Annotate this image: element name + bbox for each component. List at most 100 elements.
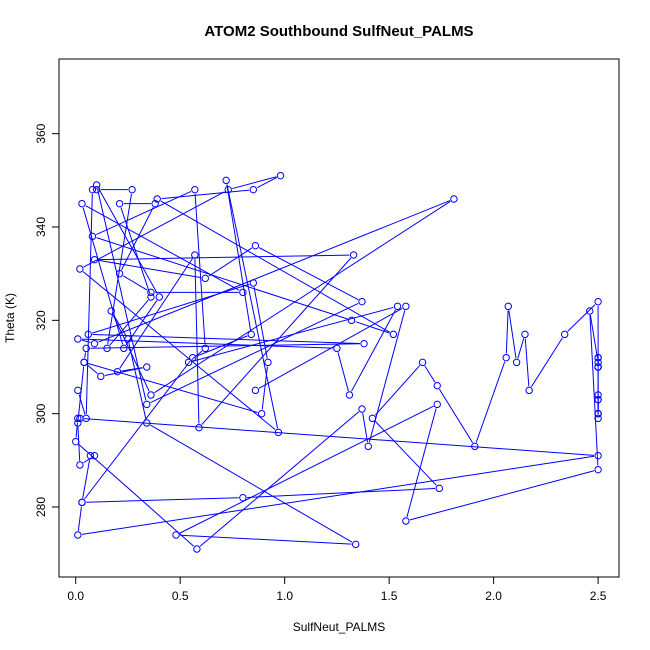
series-segment — [253, 287, 268, 359]
data-point — [147, 288, 155, 297]
series-segment — [97, 188, 147, 401]
series-segment — [81, 339, 91, 344]
data-point — [143, 400, 151, 409]
y-tick-label: 320 — [34, 310, 48, 330]
data-point — [249, 185, 258, 194]
series-segment — [77, 506, 82, 531]
series-segment — [87, 363, 258, 413]
series-segment — [122, 275, 148, 291]
data-point — [433, 381, 441, 390]
data-point — [74, 386, 82, 395]
series-segment — [107, 193, 132, 345]
series-segment — [77, 366, 85, 419]
data-point — [201, 274, 209, 283]
data-point — [195, 423, 203, 432]
x-tick-label: 0.5 — [172, 589, 189, 603]
data-point — [251, 241, 260, 250]
series-segment — [112, 314, 127, 336]
data-point — [433, 400, 441, 409]
series-segment — [505, 310, 509, 354]
data-point — [72, 437, 80, 446]
series-segment — [78, 444, 195, 547]
series-segment — [351, 309, 396, 392]
series-segment — [475, 361, 506, 443]
data-point — [224, 185, 232, 194]
series-segment — [530, 337, 563, 388]
series-segment — [199, 411, 360, 547]
data-point — [88, 232, 97, 241]
data-point — [82, 344, 90, 353]
series-segment — [82, 459, 91, 499]
series-segment — [92, 333, 360, 345]
x-tick-label: 1.0 — [276, 589, 293, 603]
series-segment — [98, 254, 350, 261]
data-point — [249, 279, 258, 287]
y-axis-label: Theta (K) — [3, 293, 17, 343]
data-point — [74, 419, 82, 427]
data-point — [222, 176, 230, 185]
data-point — [84, 330, 92, 339]
data-point — [450, 195, 458, 203]
data-point — [368, 414, 377, 423]
data-point — [172, 531, 180, 539]
data-point — [504, 302, 512, 311]
data-point — [184, 358, 193, 367]
data-point — [113, 367, 122, 376]
series-segment — [98, 200, 451, 343]
data-point — [594, 409, 602, 418]
series-segment — [84, 360, 191, 500]
series-segment — [84, 418, 594, 456]
series-segment — [81, 338, 333, 349]
data-point — [201, 344, 209, 353]
data-point — [358, 405, 366, 413]
data-point — [347, 316, 356, 325]
y-tick-label: 280 — [34, 497, 48, 517]
series-segment — [258, 307, 403, 389]
series-segment — [232, 176, 277, 190]
x-tick-label: 2.5 — [590, 589, 607, 603]
series-segment — [261, 366, 268, 410]
data-point — [120, 344, 128, 353]
series-segment — [85, 205, 240, 291]
data-point — [90, 255, 99, 264]
series-segment — [82, 271, 276, 431]
x-tick-label: 0.0 — [67, 589, 84, 603]
series-segment — [86, 364, 98, 375]
y-tick-label: 300 — [34, 403, 48, 423]
data-point — [364, 442, 372, 451]
data-point — [393, 302, 402, 311]
series-segment — [374, 365, 421, 416]
y-tick-label: 360 — [34, 123, 48, 143]
data-point — [594, 353, 602, 362]
series-segment — [161, 189, 250, 200]
x-tick-label: 2.0 — [485, 589, 502, 603]
data-point — [594, 465, 602, 474]
data-point — [92, 185, 101, 194]
series-segment — [150, 424, 353, 543]
data-point — [147, 391, 155, 399]
series-segment — [192, 306, 394, 362]
data-point — [155, 293, 163, 301]
data-point — [92, 181, 101, 189]
data-point — [247, 330, 255, 339]
series-segment — [196, 335, 248, 357]
series-segment — [567, 304, 596, 332]
data-point — [90, 339, 99, 348]
series-segment — [194, 259, 200, 424]
series-segment — [109, 299, 149, 346]
series-segment — [517, 338, 525, 359]
data-point — [193, 545, 201, 553]
data-point — [594, 363, 602, 371]
data-point — [147, 293, 155, 301]
series-segment — [256, 177, 277, 189]
data-point — [115, 269, 124, 278]
series-segment — [86, 497, 239, 503]
series-segment — [201, 257, 352, 425]
data-point — [88, 185, 97, 194]
data-point — [74, 335, 82, 343]
data-point — [264, 358, 272, 367]
chart-title: ATOM2 Southbound SulfNeut_PALMS — [204, 23, 473, 40]
data-point — [594, 297, 602, 306]
data-point — [74, 531, 82, 539]
